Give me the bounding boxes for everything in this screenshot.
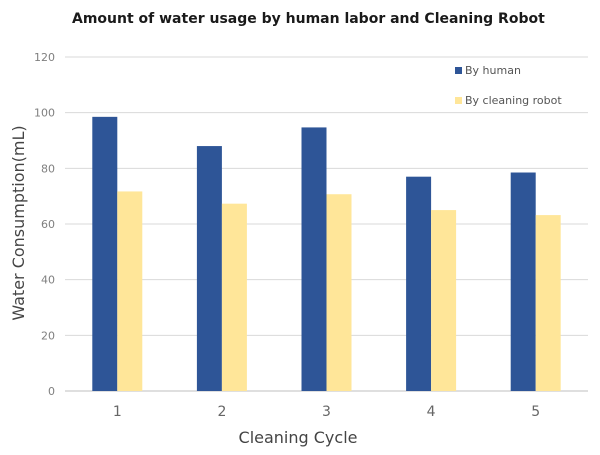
- y-tick-label: 120: [34, 51, 55, 64]
- x-tick-label: 4: [427, 404, 436, 420]
- bar-human-1: [92, 116, 118, 391]
- x-tick-label: 1: [113, 404, 122, 420]
- y-tick-label: 20: [41, 329, 55, 342]
- legend-swatch: [455, 97, 462, 104]
- bar-human-4: [406, 176, 432, 391]
- bars: [92, 116, 561, 391]
- chart-title: Amount of water usage by human labor and…: [72, 11, 545, 27]
- x-tick-label: 2: [217, 404, 226, 420]
- bar-robot-3: [326, 194, 352, 391]
- y-axis-label: Water Consumption(mL): [9, 125, 28, 320]
- bar-human-5: [510, 172, 536, 391]
- y-tick-labels: 0 20 40 60 80 100 120: [34, 51, 55, 398]
- legend-swatch: [455, 67, 462, 74]
- bar-human-3: [301, 127, 327, 391]
- x-tick-labels: 1 2 3 4 5: [113, 404, 540, 420]
- legend-label: By human: [465, 64, 521, 77]
- x-tick-label: 3: [322, 404, 331, 420]
- x-tick-label: 5: [531, 404, 540, 420]
- bar-robot-4: [431, 210, 457, 391]
- y-tick-label: 0: [48, 385, 55, 398]
- y-tick-label: 80: [41, 162, 55, 175]
- bar-robot-2: [221, 203, 247, 391]
- y-tick-label: 100: [34, 107, 55, 120]
- bar-robot-1: [117, 191, 143, 391]
- legend: By human By cleaning robot: [455, 64, 562, 107]
- bar-human-2: [196, 146, 222, 391]
- y-tick-label: 60: [41, 218, 55, 231]
- bar-robot-5: [535, 215, 561, 391]
- y-tick-label: 40: [41, 274, 55, 287]
- x-axis-label: Cleaning Cycle: [239, 428, 358, 447]
- legend-label: By cleaning robot: [465, 94, 562, 107]
